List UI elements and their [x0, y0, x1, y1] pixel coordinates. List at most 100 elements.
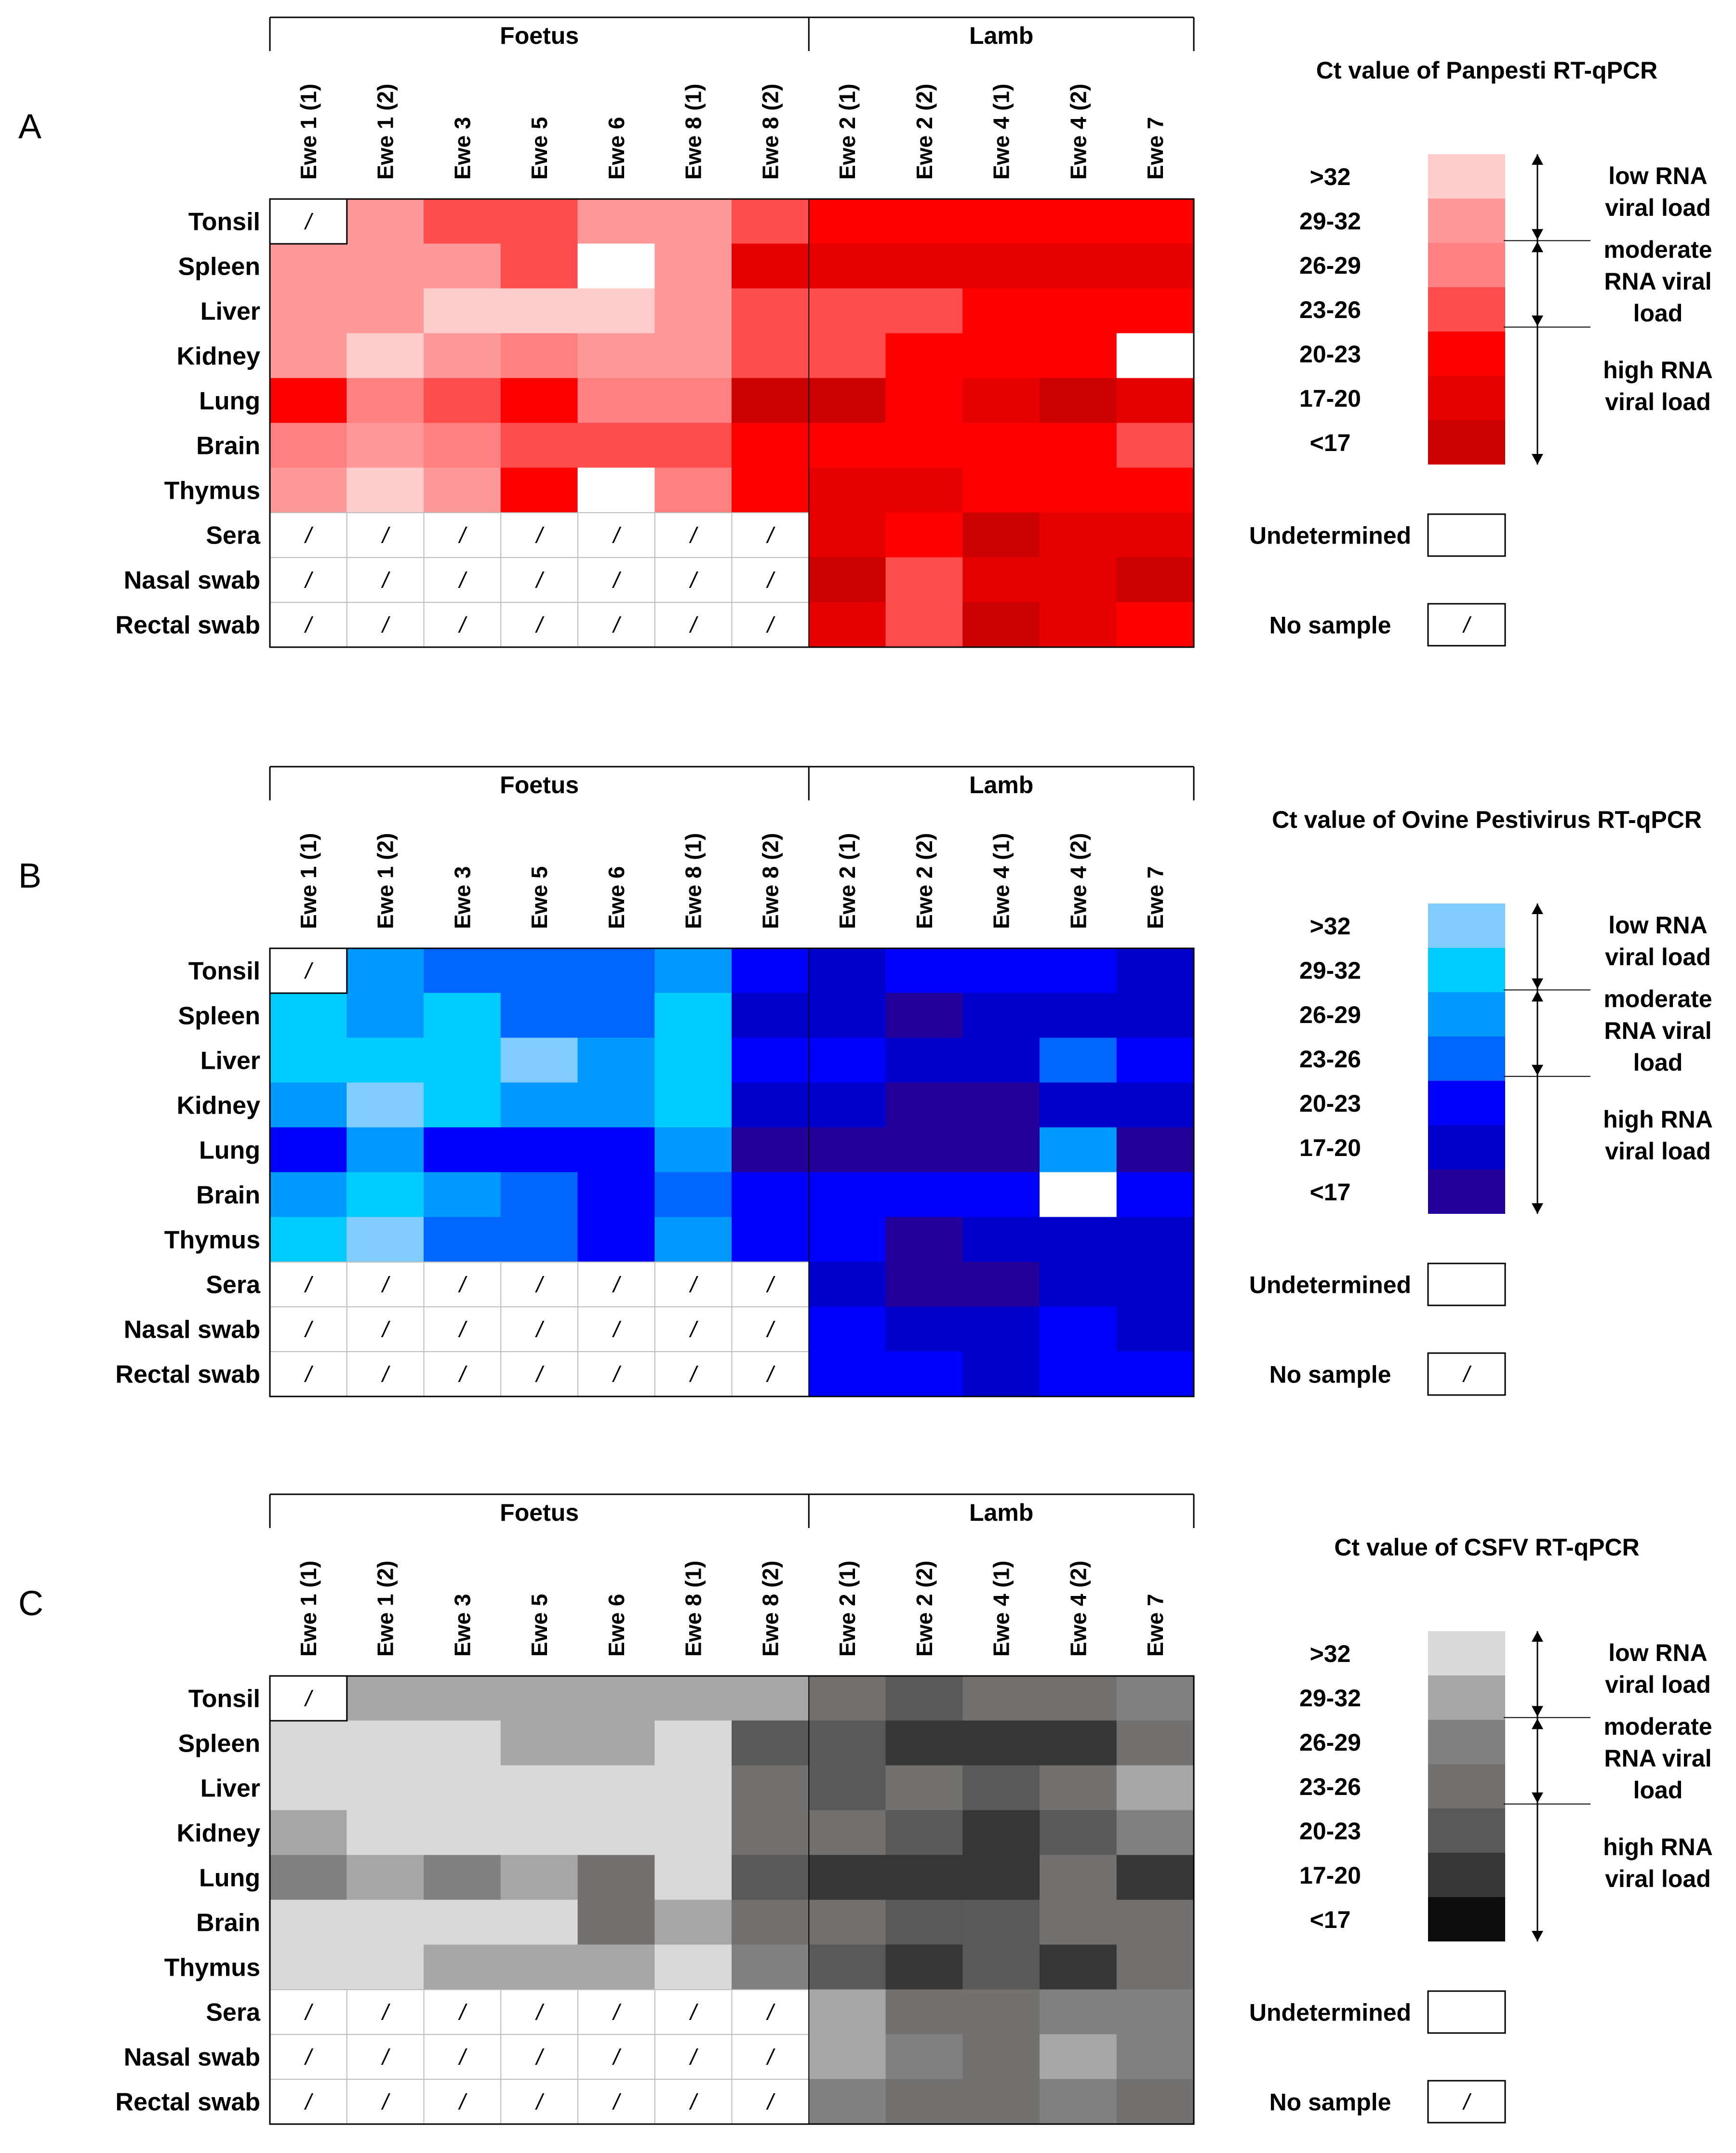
heatmap-cell [654, 1127, 732, 1173]
heatmap-cell [577, 512, 655, 558]
heatmap-cell [732, 1037, 809, 1083]
row-label: Rectal swab [115, 611, 260, 639]
heatmap-cell [577, 378, 655, 424]
heatmap-cell [808, 557, 886, 603]
heatmap-cell [654, 1989, 733, 2035]
heatmap-cell [654, 199, 732, 244]
heatmap-cell [500, 467, 578, 513]
legend-arrowhead [1532, 1631, 1543, 1642]
heatmap-cell [577, 1172, 655, 1218]
legend-swatch [1428, 948, 1505, 992]
no-sample-swatch [1427, 603, 1506, 647]
heatmap-cell [885, 333, 963, 379]
heatmap-cell [732, 1720, 809, 1766]
heatmap-cell [1116, 1855, 1194, 1900]
heatmap-cell [424, 1172, 501, 1218]
heatmap-cell [1116, 1306, 1194, 1352]
heatmap-cell [654, 1037, 732, 1083]
heatmap-cell [1040, 1127, 1117, 1173]
column-label: Ewe 8 (1) [681, 833, 706, 929]
legend-arrowhead [1532, 1931, 1543, 1941]
no-sample-slash: / [689, 2089, 698, 2114]
no-sample-swatch [1427, 1352, 1506, 1396]
legend-bin-label: 23-26 [1299, 1773, 1361, 1800]
heatmap-cell [424, 288, 501, 334]
heatmap-cell [577, 1037, 655, 1083]
heatmap-cell [577, 333, 655, 379]
heatmap-cell [1116, 993, 1194, 1038]
heatmap-cell [1116, 602, 1194, 648]
heatmap-cell [654, 1172, 732, 1218]
heatmap-cell [500, 1989, 578, 2035]
no-sample-slash: / [766, 2089, 775, 2114]
heatmap-cell [1040, 1172, 1117, 1218]
row-label: Nasal swab [124, 1316, 260, 1344]
no-sample-slash: / [689, 2045, 698, 2070]
heatmap-cell [1116, 378, 1194, 424]
heatmap-cell [577, 423, 655, 468]
heatmap-cell [1040, 602, 1117, 648]
heatmap-cell [424, 993, 501, 1038]
heatmap-cell [885, 2079, 963, 2125]
heatmap-cell [962, 1082, 1040, 1128]
group-label-foetus: Foetus [500, 1499, 579, 1526]
heatmap-cell [808, 1989, 886, 2035]
heatmap-cell [885, 1306, 963, 1352]
heatmap-cell [808, 1675, 886, 1721]
heatmap-cell [347, 1037, 424, 1083]
no-sample-slash: / [612, 1272, 621, 1297]
heatmap-cell [1116, 199, 1194, 244]
column-label: Ewe 6 [604, 1594, 629, 1657]
heatmap-cell [885, 1765, 963, 1811]
heatmap-cell [808, 199, 886, 244]
legend-swatch [1428, 1808, 1505, 1853]
heatmap-cell [808, 1900, 886, 1945]
heatmap-cell [1116, 1989, 1194, 2035]
legend-title: Ct value of Panpesti RT-qPCR [1316, 57, 1657, 84]
legend: Ct value of Panpesti RT-qPCR >32 29-32 26-2… [1249, 57, 1713, 647]
heatmap-cell [1040, 1082, 1117, 1128]
heatmap-cell [347, 1765, 424, 1811]
heatmap-cell [347, 1675, 424, 1721]
heatmap-cell [962, 1944, 1040, 1990]
heatmap-cell [732, 467, 809, 513]
heatmap-cell [808, 1082, 886, 1128]
heatmap-cell [962, 512, 1040, 558]
legend-swatch [1428, 420, 1505, 465]
column-label: Ewe 2 (1) [835, 833, 860, 929]
heatmap-cell [577, 2034, 655, 2080]
legend-bin-label: <17 [1310, 429, 1351, 456]
heatmap-cell [962, 1351, 1040, 1397]
row-label: Nasal swab [124, 2044, 260, 2072]
legend-arrowhead [1532, 1706, 1543, 1717]
group-label-lamb: Lamb [969, 771, 1033, 798]
heatmap-cell [500, 2034, 578, 2080]
heatmap-cell [1040, 948, 1117, 994]
legend-swatch [1428, 1853, 1505, 1897]
legend-swatch [1428, 199, 1505, 243]
legend-bin-label: 23-26 [1299, 1046, 1361, 1073]
legend-arrowhead [1532, 1203, 1543, 1214]
heatmap-cell [654, 1900, 732, 1945]
heatmap-cell [347, 948, 424, 994]
column-label: Ewe 6 [604, 117, 629, 180]
heatmap-cell [424, 1720, 501, 1766]
heatmap-cell [269, 1037, 347, 1083]
heatmap-cell [808, 512, 886, 558]
no-sample-slash: / [766, 568, 775, 593]
group-label-foetus: Foetus [500, 22, 579, 49]
column-label: Ewe 1 (1) [296, 84, 321, 180]
heatmap-cell [269, 1810, 347, 1856]
row-label: Tonsil [188, 208, 260, 236]
heatmap-cell [962, 1127, 1040, 1173]
no-sample-slash: / [304, 1317, 313, 1342]
no-sample-slash: / [458, 612, 467, 638]
row-label: Thymus [164, 477, 260, 505]
no-sample-slash: / [689, 612, 698, 638]
heatmap-cell [885, 1172, 963, 1218]
heatmap-cell [269, 1765, 347, 1811]
heatmap-cell [732, 243, 809, 289]
row-label: Lung [199, 1137, 260, 1165]
row-label: Spleen [178, 1730, 261, 1758]
legend-bin-label: >32 [1310, 913, 1351, 940]
